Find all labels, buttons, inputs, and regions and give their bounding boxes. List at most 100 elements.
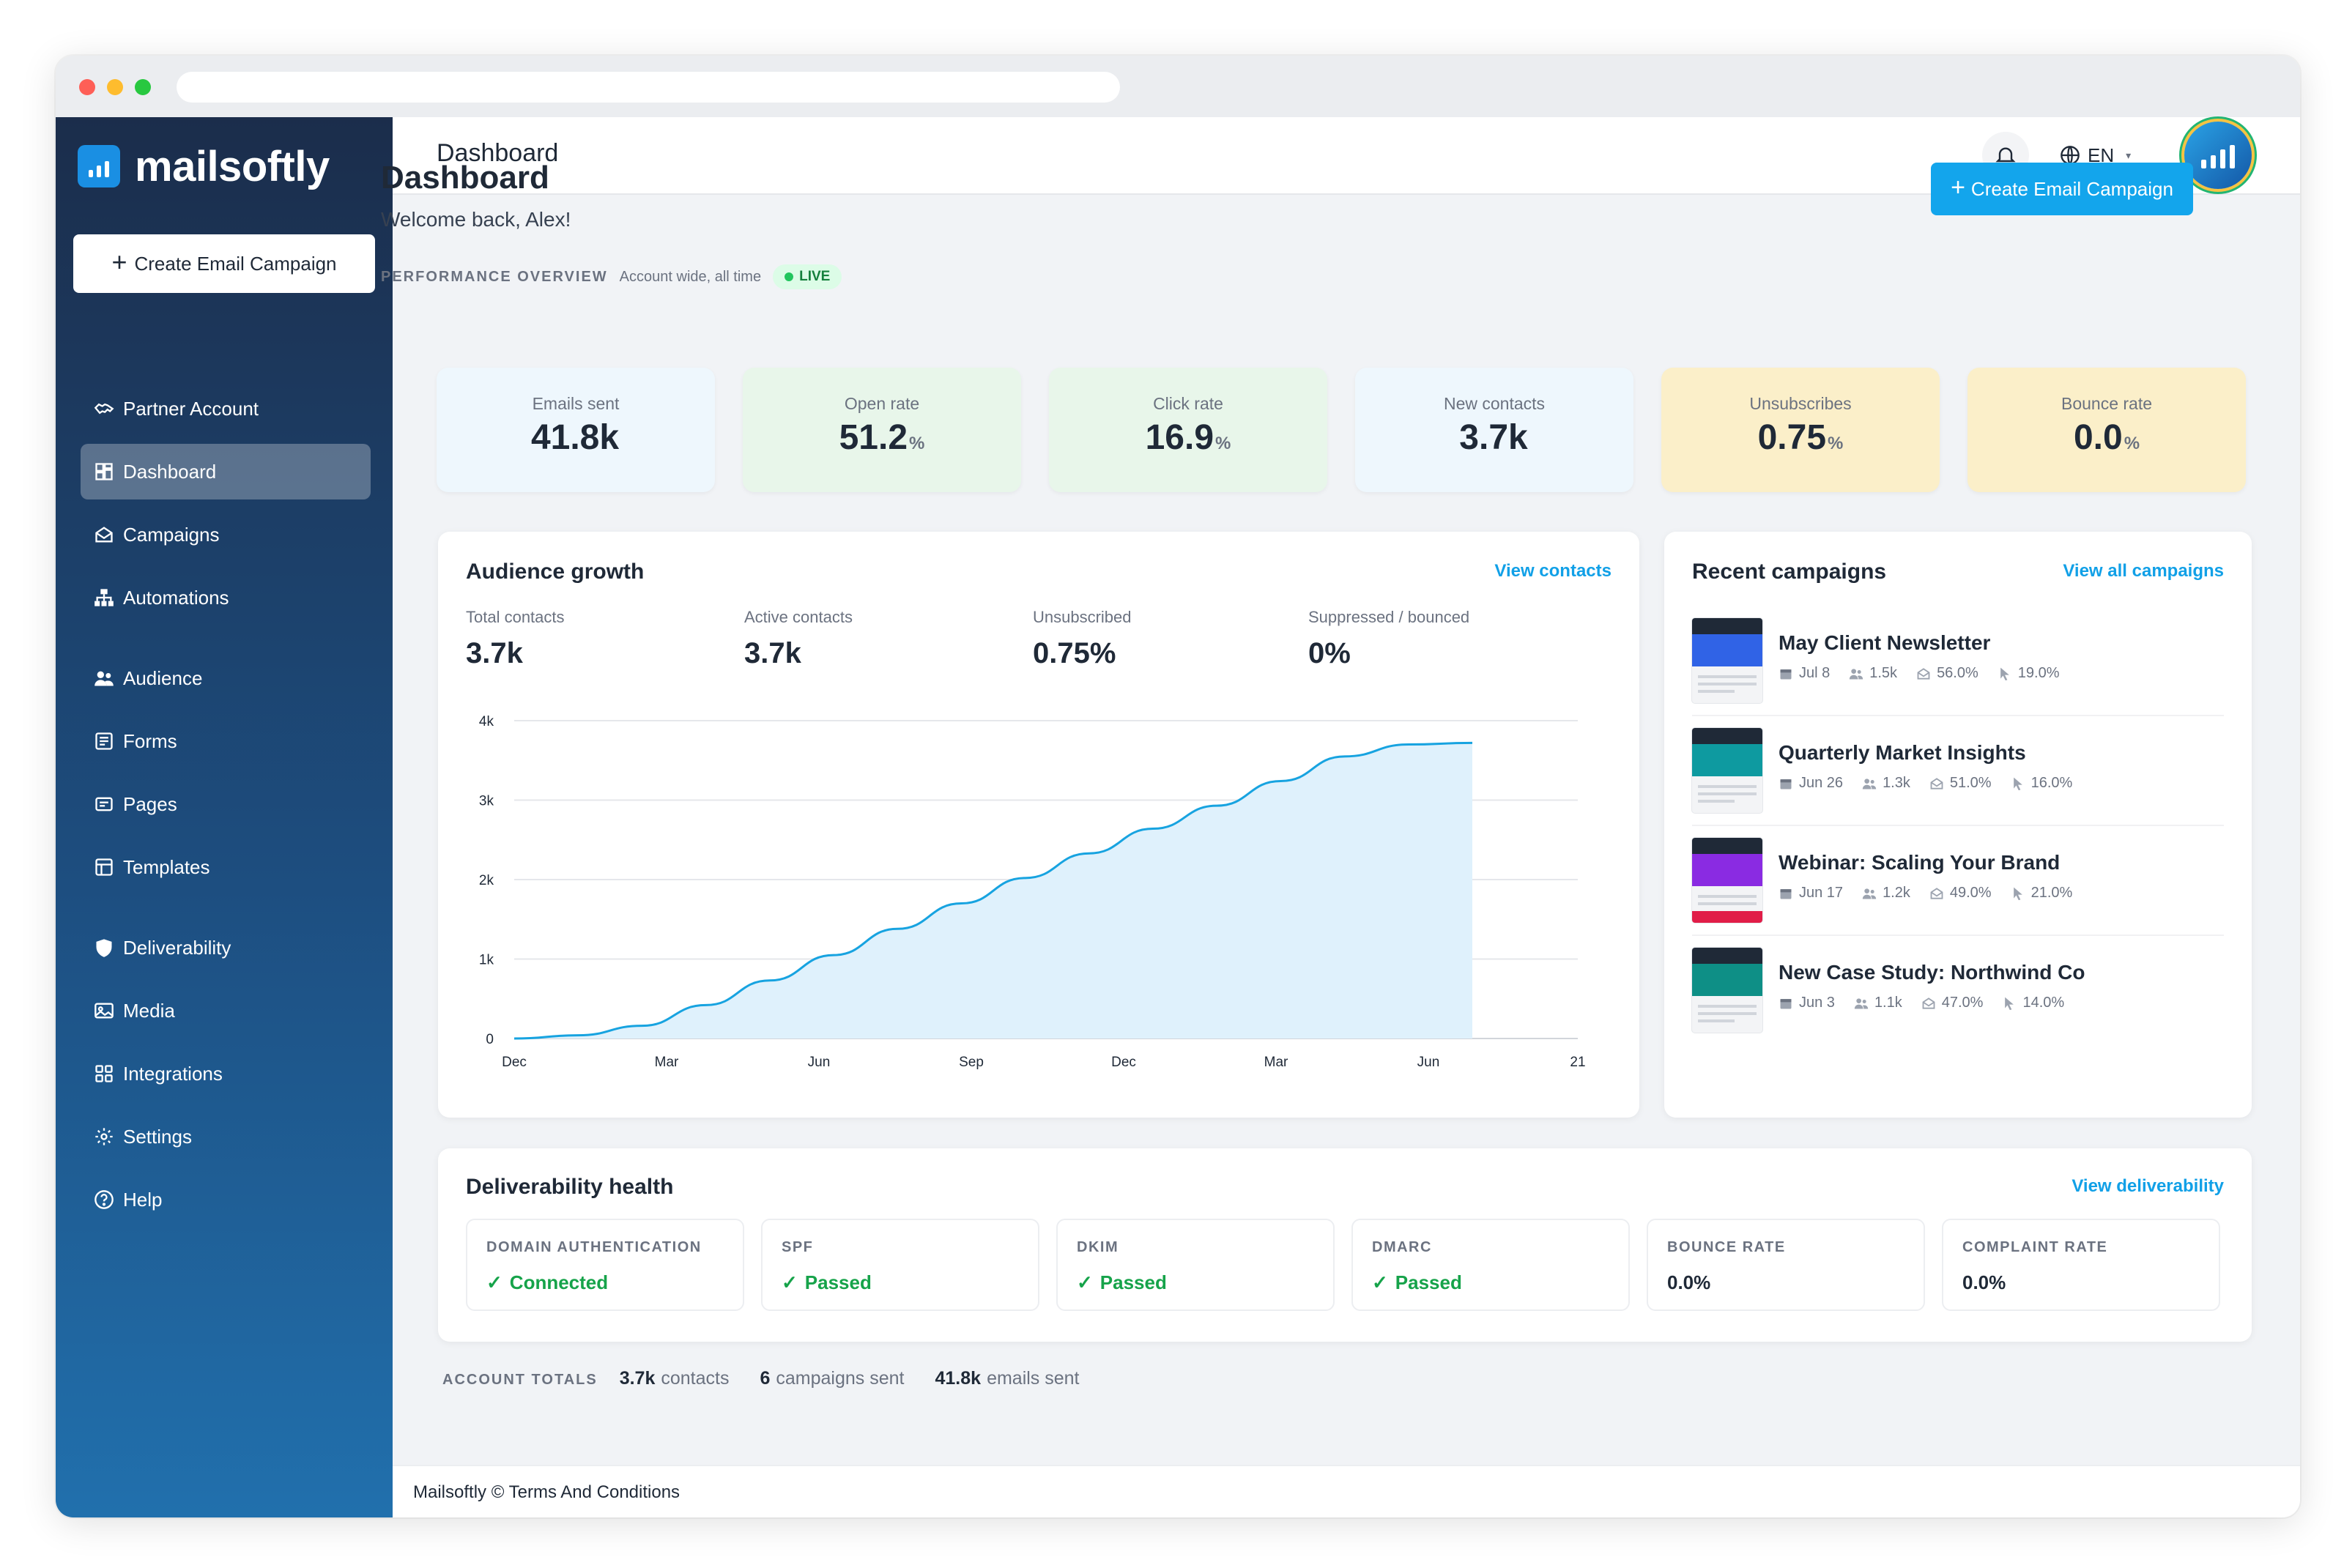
gear-icon (95, 1128, 113, 1145)
language-label: EN (2088, 144, 2115, 166)
address-bar[interactable] (177, 72, 1120, 103)
sidebar-item-automations[interactable]: Automations (81, 570, 371, 625)
footer-text[interactable]: Mailsoftly © Terms And Conditions (413, 1482, 680, 1502)
campaign-item[interactable]: Quarterly Market Insights Jun 26 1.3k 51… (1692, 728, 2224, 826)
stat-label: Open rate (844, 394, 920, 413)
plus-icon: + (1951, 174, 1965, 201)
x-tick-label: Dec (502, 1055, 527, 1070)
campaign-name: Webinar: Scaling Your Brand (1779, 851, 2061, 874)
cursor-icon (2005, 997, 2014, 1010)
sidebar-item-settings[interactable]: Settings (81, 1109, 371, 1164)
help-circle-icon (94, 1190, 114, 1209)
check-icon: ✓ (486, 1271, 502, 1293)
stat-value: 0.0% (2073, 418, 2140, 457)
view-contacts-link[interactable]: View contacts (1494, 561, 1612, 581)
users-icon (1862, 778, 1877, 789)
sidebar-item-integrations[interactable]: Integrations (81, 1046, 371, 1101)
live-badge: LIVE (773, 264, 842, 289)
view-all-campaigns-link[interactable]: View all campaigns (2063, 561, 2224, 581)
deliverability-title: Deliverability health (466, 1175, 674, 1199)
sidebar-item-media[interactable]: Media (81, 983, 371, 1038)
envelope-open-icon (1922, 997, 1935, 1009)
y-tick-label: 2k (479, 873, 494, 888)
sidebar-item-deliverability[interactable]: Deliverability (81, 920, 371, 976)
stat-card-click-rate: Click rate 16.9% (1049, 368, 1327, 492)
stat-label: Bounce rate (2061, 394, 2153, 413)
deliverability-domain-authentication: DOMAIN AUTHENTICATION ✓ Connected (466, 1219, 744, 1311)
campaign-meta: Jun 26 1.3k 51.0% 16.0% (1779, 775, 2072, 792)
campaign-thumbnail (1692, 838, 1762, 923)
logo[interactable]: mailsoftly (78, 141, 330, 192)
campaign-item[interactable]: New Case Study: Northwind Co Jun 3 1.1k … (1692, 948, 2224, 1044)
users-icon (1854, 997, 1869, 1008)
stat-value: 0.75% (1757, 418, 1844, 457)
page-icon (95, 797, 113, 811)
metric-total-contacts: Total contacts 3.7k (466, 608, 565, 669)
performance-overview-sub: Account wide, all time (619, 268, 762, 285)
deliverability-spf: SPF ✓ Passed (761, 1219, 1039, 1311)
audience-growth-title: Audience growth (466, 560, 645, 584)
sidebar-item-label: Media (123, 999, 175, 1022)
stat-card-open-rate: Open rate 51.2% (743, 368, 1021, 492)
cursor-icon (2013, 887, 2022, 900)
maximize-dot[interactable] (135, 79, 151, 95)
campaign-meta: Jun 17 1.2k 49.0% 21.0% (1779, 885, 2072, 902)
create-campaign-button[interactable]: + Create Email Campaign (1931, 163, 2193, 215)
cursor-icon (2000, 667, 2009, 680)
sidebar-item-audience[interactable]: Audience (81, 650, 371, 706)
sidebar-item-label: Automations (123, 586, 229, 609)
minimize-dot[interactable] (107, 79, 123, 95)
y-tick-label: 0 (486, 1032, 494, 1047)
envelope-open-icon (1917, 667, 1930, 680)
cursor-icon (2013, 777, 2022, 790)
page-title: Dashboard (381, 160, 549, 196)
check-icon: ✓ (1077, 1271, 1093, 1293)
sidebar-item-dashboard[interactable]: Dashboard (81, 444, 371, 499)
live-label: LIVE (799, 269, 831, 284)
avatar[interactable] (2184, 122, 2252, 189)
sitemap-icon (94, 589, 114, 606)
stat-label: Unsubscribes (1749, 394, 1852, 413)
calendar-icon (1780, 779, 1792, 789)
sidebar-item-partner-account[interactable]: Partner Account (81, 381, 371, 436)
campaign-name: New Case Study: Northwind Co (1779, 961, 2085, 984)
campaign-item[interactable]: May Client Newsletter Jul 8 1.5k 56.0% 1… (1692, 618, 2224, 716)
sidebar-item-pages[interactable]: Pages (81, 776, 371, 832)
performance-overview-header: PERFORMANCE OVERVIEW Account wide, all t… (381, 262, 842, 291)
metric-unsubscribed: Unsubscribed 0.75% (1033, 608, 1132, 669)
deliverability-health-card: Deliverability health View deliverabilit… (438, 1148, 2252, 1342)
create-campaign-label: Create Email Campaign (134, 252, 337, 275)
y-tick-label: 3k (479, 794, 494, 809)
sidebar-item-campaigns[interactable]: Campaigns (81, 507, 371, 562)
stat-value: 51.2% (839, 418, 925, 457)
stat-card-new-contacts: New contacts 3.7k (1355, 368, 1633, 492)
view-deliverability-link[interactable]: View deliverability (2072, 1176, 2224, 1196)
campaign-item[interactable]: Webinar: Scaling Your Brand Jun 17 1.2k … (1692, 838, 2224, 936)
campaign-meta: Jul 8 1.5k 56.0% 19.0% (1779, 665, 2060, 682)
puzzle-icon (95, 1065, 113, 1082)
campaign-thumbnail (1692, 728, 1762, 813)
recent-campaigns-title: Recent campaigns (1692, 560, 1887, 584)
stat-label: Emails sent (532, 394, 620, 413)
sidebar-item-help[interactable]: Help (81, 1172, 371, 1227)
sidebar-item-label: Partner Account (123, 397, 259, 420)
campaign-name: Quarterly Market Insights (1779, 741, 2026, 764)
x-tick-label: Mar (655, 1055, 679, 1070)
check-icon: ✓ (1372, 1271, 1388, 1293)
deliverability-dkim: DKIM ✓ Passed (1056, 1219, 1335, 1311)
sidebar-item-templates[interactable]: Templates (81, 839, 371, 895)
shield-icon (96, 939, 112, 957)
x-tick-label: Mar (1264, 1055, 1288, 1070)
close-dot[interactable] (79, 79, 95, 95)
calendar-icon (1780, 888, 1792, 899)
calendar-icon (1780, 998, 1792, 1008)
sidebar-create-campaign-button[interactable]: + Create Email Campaign (73, 234, 375, 293)
envelope-open-icon (1930, 887, 1943, 899)
sidebar-item-label: Settings (123, 1125, 192, 1148)
form-icon (95, 732, 113, 750)
stat-value: 16.9% (1145, 418, 1231, 457)
x-tick-label: 21 (1570, 1055, 1585, 1070)
create-campaign-label: Create Email Campaign (1970, 177, 2173, 200)
sidebar-item-label: Forms (123, 729, 177, 752)
sidebar-item-forms[interactable]: Forms (81, 713, 371, 769)
